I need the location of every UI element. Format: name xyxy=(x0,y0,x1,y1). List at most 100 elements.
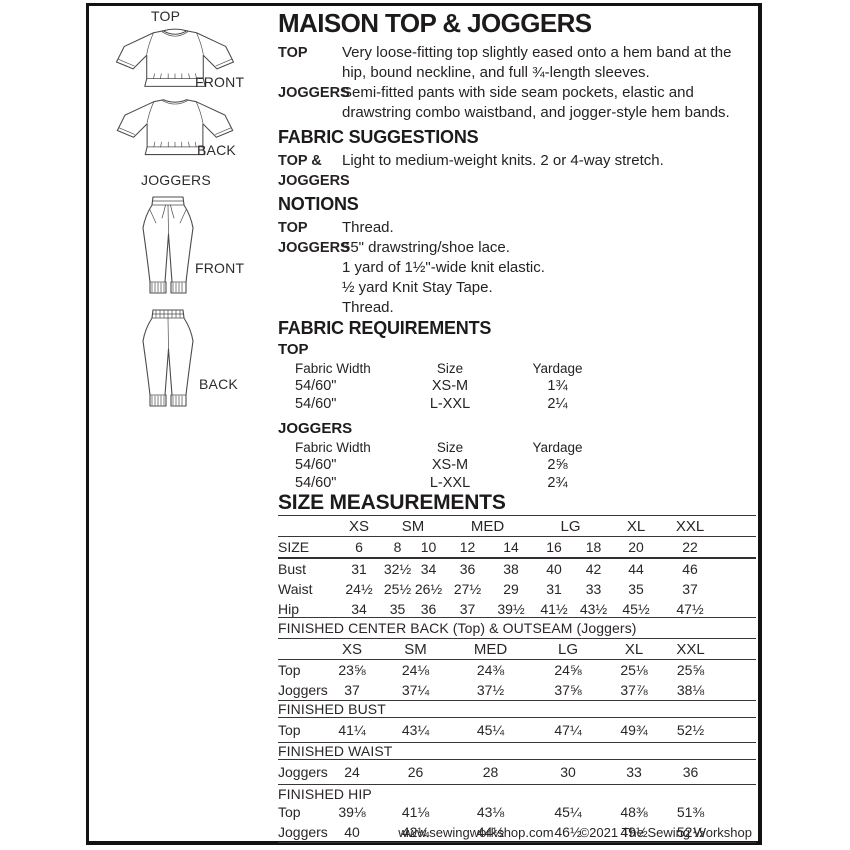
finished-hip-heading: FINISHED HIP xyxy=(278,784,757,802)
cell: 41½ xyxy=(540,601,568,617)
cell: 37⅞ xyxy=(620,682,648,698)
cell: 47½ xyxy=(676,601,704,617)
cell: 43¼ xyxy=(381,717,450,743)
col-header: Size xyxy=(436,439,464,455)
fs-label-line2: JOGGERS xyxy=(278,173,350,189)
joggers-back-drawing xyxy=(142,309,194,407)
cell: 36 xyxy=(663,759,718,785)
cell: 1¾ xyxy=(547,378,568,394)
col-header: XL xyxy=(610,515,663,537)
table-row: Joggers 37 37¼ 37½ 37⅝ 37⅞ 38⅛ xyxy=(278,680,756,701)
cell: 10 xyxy=(413,536,444,558)
garment-descriptions: TOP Very loose-fitting top slightly ease… xyxy=(278,43,756,123)
size-measurements-heading: SIZE MEASUREMENTS xyxy=(278,491,506,514)
col-header: Fabric Width xyxy=(295,360,371,376)
cell: 36 xyxy=(444,557,491,579)
cell: 20 xyxy=(610,536,663,558)
notions-top-label: TOP xyxy=(278,220,308,236)
fabric-requirements-top-table: Fabric Width Size Yardage 54/60" XS-M 1¾… xyxy=(278,359,625,413)
row-label: Joggers xyxy=(278,682,328,698)
finished-bust-heading: FINISHED BUST xyxy=(278,700,757,718)
table-row: Fabric Width Size Yardage xyxy=(278,438,625,456)
notions-joggers-label: JOGGERS xyxy=(278,240,350,256)
col-header: XL xyxy=(605,638,663,660)
col-header: Yardage xyxy=(532,360,583,376)
cell: 25⅝ xyxy=(663,659,718,680)
row-label: Waist xyxy=(278,581,313,597)
cell: 27½ xyxy=(453,581,482,597)
cell: 54/60" xyxy=(295,396,337,412)
cell: L-XXL xyxy=(429,475,471,491)
cell: 49½ xyxy=(620,824,648,840)
finished-col-header-row: XS SM MED LG XL XXL xyxy=(278,638,757,660)
table-row: 54/60" L-XXL 2¾ xyxy=(278,474,625,492)
col-header: Fabric Width xyxy=(295,439,371,455)
cell: 46½ xyxy=(554,824,582,840)
cell: 26½ xyxy=(414,581,443,597)
cell: 49¾ xyxy=(605,717,663,743)
cell: 8 xyxy=(382,536,413,558)
fabric-suggestions-heading: FABRIC SUGGESTIONS xyxy=(278,127,479,147)
col-header: XXL xyxy=(662,515,719,537)
table-row: SIZE 6 8 10 12 14 16 18 20 22 xyxy=(278,536,757,558)
section-heading-row: FINISHED HIP xyxy=(278,784,757,802)
section-heading-row: FINISHED BUST xyxy=(278,700,757,718)
joggers-front-label: FRONT xyxy=(195,260,245,276)
row-label: Top xyxy=(278,717,323,743)
size-measurements-table: XS SM MED LG XL XXL SIZE 6 8 10 12 14 16… xyxy=(278,515,757,619)
cell: 41⅛ xyxy=(401,804,430,820)
cell: 2⅝ xyxy=(547,457,568,473)
section-heading-row: FINISHED WAIST xyxy=(278,742,757,760)
cell: 45¼ xyxy=(450,717,531,743)
table-row: Hip 34 35 36 37 39½ 41½ 43½ 45½ 47½ xyxy=(278,599,756,619)
notions-line: Thread. xyxy=(342,299,394,316)
cell: 2¼ xyxy=(547,396,568,412)
cell: 24 xyxy=(323,759,381,785)
table-row: Joggers 40 42¼ 44½ 46½ 49½ 52½ xyxy=(278,822,756,843)
row-label: Bust xyxy=(278,557,336,579)
cell: 6 xyxy=(336,536,382,558)
cell: 38⅛ xyxy=(676,682,705,698)
cell: 42¼ xyxy=(401,824,430,840)
cell: 35 xyxy=(628,581,644,597)
table-row: 54/60" L-XXL 2¼ xyxy=(278,395,625,413)
size-group-header-row: XS SM MED LG XL XXL xyxy=(278,515,757,537)
table-row: Top 41¼ 43¼ 45¼ 47¼ 49¾ 52½ xyxy=(278,717,757,743)
finished-waist-heading: FINISHED WAIST xyxy=(278,742,757,760)
notions-line: 55" drawstring/shoe lace. xyxy=(342,239,510,256)
cell: XS-M xyxy=(431,457,469,473)
cell: 37⅝ xyxy=(554,682,582,698)
cell: 44½ xyxy=(476,824,505,840)
cell: 37 xyxy=(682,581,698,597)
notions-body: TOP Thread. JOGGERS 55" drawstring/shoe … xyxy=(278,218,756,318)
cell: 31 xyxy=(336,557,382,579)
cell: 47¼ xyxy=(531,717,605,743)
col-header: SM xyxy=(382,515,444,537)
cell: 35 xyxy=(389,601,406,617)
desc-top-label: TOP xyxy=(278,45,308,61)
bottom-rule-row xyxy=(278,842,757,843)
cell: 23⅝ xyxy=(323,659,381,680)
row-label: Joggers xyxy=(278,824,328,840)
cell: 39½ xyxy=(497,601,525,617)
section-heading-row: FINISHED CENTER BACK (Top) & OUTSEAM (Jo… xyxy=(278,617,757,639)
cell: 45½ xyxy=(622,601,650,617)
top-front-drawing xyxy=(115,28,235,87)
fs-text: Light to medium-weight knits. 2 or 4-way… xyxy=(342,152,664,169)
table-row: 54/60" XS-M 2⅝ xyxy=(278,456,625,474)
desc-joggers-label: JOGGERS xyxy=(278,85,350,101)
cell: 42 xyxy=(577,557,611,579)
cell: 37½ xyxy=(476,682,505,698)
cell: 24⅝ xyxy=(531,659,605,680)
table-row: Waist 24½ 25½ 26½ 27½ 29 31 33 35 37 xyxy=(278,579,756,599)
footer: www.sewingworkshop.com ©2021 The Sewing W… xyxy=(398,825,752,840)
col-header: Yardage xyxy=(532,439,583,455)
cell: 45¼ xyxy=(554,804,582,820)
row-label: Top xyxy=(278,659,323,680)
cell: 54/60" xyxy=(295,457,337,473)
cell: 24½ xyxy=(345,581,373,597)
table-row: Fabric Width Size Yardage xyxy=(278,359,625,377)
top-back-drawing xyxy=(116,99,234,156)
notions-top-text: Thread. xyxy=(342,219,394,236)
notions-heading: NOTIONS xyxy=(278,194,359,214)
